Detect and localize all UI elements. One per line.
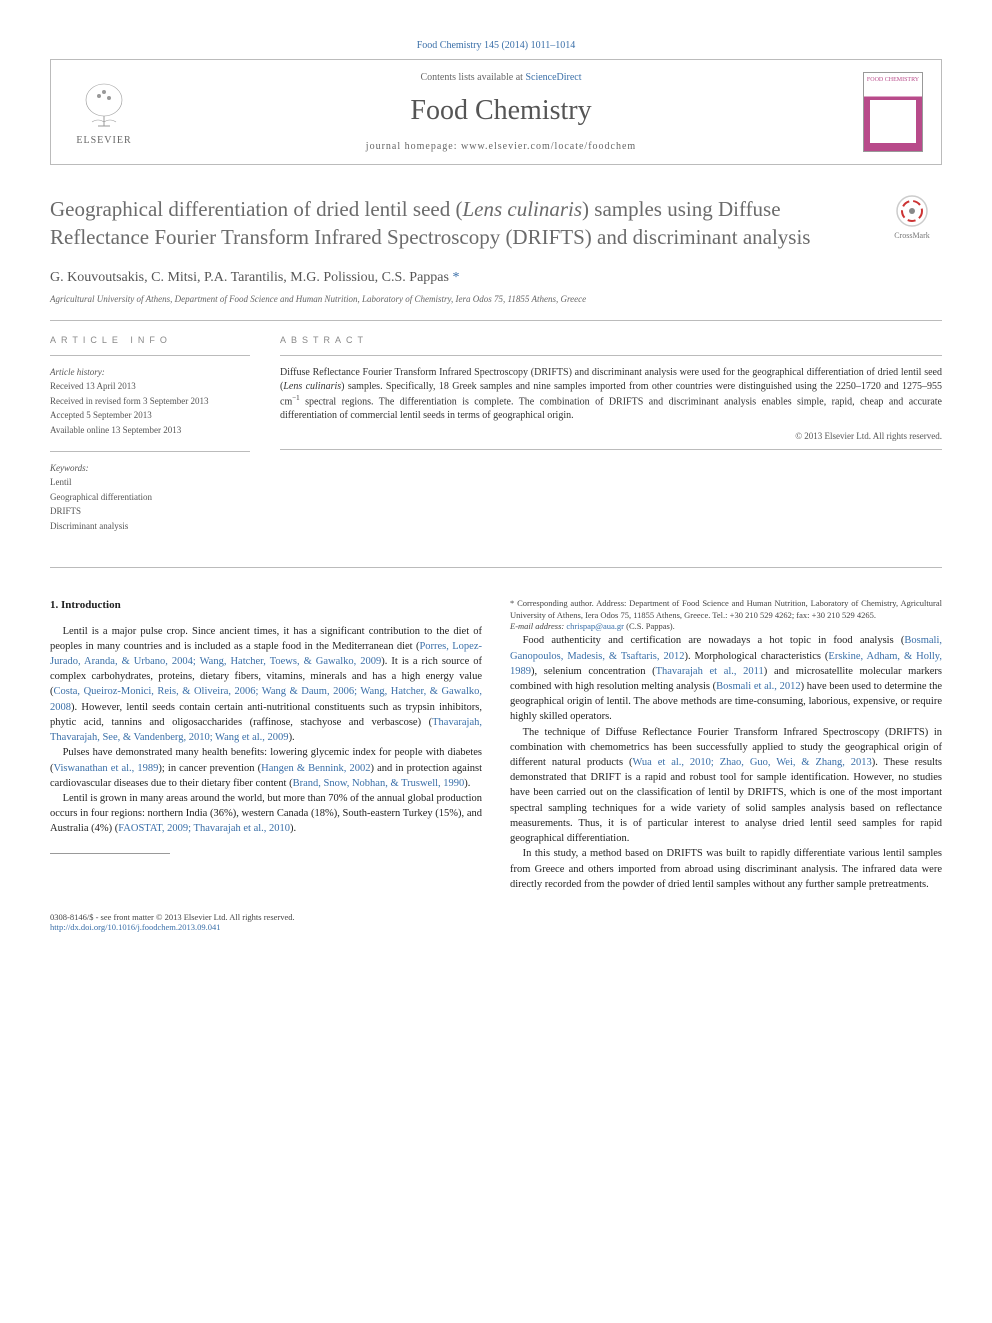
footer: 0308-8146/$ - see front matter © 2013 El… <box>50 912 942 932</box>
sciencedirect-link[interactable]: ScienceDirect <box>525 72 581 83</box>
article-info-column: ARTICLE INFO Article history: Received 1… <box>50 335 250 547</box>
footnotes: * Corresponding author. Address: Departm… <box>510 598 942 634</box>
body-paragraph: In this study, a method based on DRIFTS … <box>510 846 942 892</box>
doi-link[interactable]: http://dx.doi.org/10.1016/j.foodchem.201… <box>50 922 221 932</box>
elsevier-logo: ELSEVIER <box>69 72 139 152</box>
body-paragraph: The technique of Diffuse Reflectance Fou… <box>510 725 942 847</box>
divider <box>280 355 942 356</box>
elsevier-label: ELSEVIER <box>76 135 131 146</box>
citation-header: Food Chemistry 145 (2014) 1011–1014 <box>50 40 942 51</box>
keyword-item: Discriminant analysis <box>50 520 250 533</box>
section-heading: 1. Introduction <box>50 598 482 614</box>
citation-link[interactable]: Bosmali et al., 2012 <box>716 681 800 692</box>
contents-prefix: Contents lists available at <box>420 72 525 83</box>
journal-cover-thumbnail: FOOD CHEMISTRY <box>863 72 923 152</box>
divider <box>50 567 942 568</box>
body-paragraph: Pulses have demonstrated many health ben… <box>50 745 482 791</box>
citation-link[interactable]: Brand, Snow, Nobhan, & Truswell, 1990 <box>293 778 465 789</box>
homepage-prefix: journal homepage: <box>366 141 461 152</box>
cover-text: FOOD CHEMISTRY <box>867 77 919 83</box>
abstract-text: Diffuse Reflectance Fourier Transform In… <box>280 366 942 423</box>
article-info-heading: ARTICLE INFO <box>50 335 250 345</box>
history-item: Accepted 5 September 2013 <box>50 409 250 422</box>
email-footnote: E-mail address: chrispap@aua.gr (C.S. Pa… <box>510 621 942 633</box>
history-item: Received 13 April 2013 <box>50 380 250 393</box>
body-text: 1. Introduction Lentil is a major pulse … <box>50 598 942 892</box>
abstract-heading: ABSTRACT <box>280 335 942 345</box>
corresponding-footnote: * Corresponding author. Address: Departm… <box>510 598 942 622</box>
body-paragraph: Lentil is grown in many areas around the… <box>50 791 482 837</box>
history-label: Article history: <box>50 366 250 379</box>
divider <box>280 449 942 450</box>
journal-name: Food Chemistry <box>139 95 863 127</box>
abstract-column: ABSTRACT Diffuse Reflectance Fourier Tra… <box>280 335 942 547</box>
footnote-separator <box>50 853 170 854</box>
body-paragraph: Lentil is a major pulse crop. Since anci… <box>50 624 482 746</box>
citation-link[interactable]: Hangen & Bennink, 2002 <box>261 763 370 774</box>
authors-line: G. Kouvoutsakis, C. Mitsi, P.A. Tarantil… <box>50 270 942 286</box>
history-item: Available online 13 September 2013 <box>50 424 250 437</box>
history-item: Received in revised form 3 September 201… <box>50 395 250 408</box>
keyword-item: DRIFTS <box>50 505 250 518</box>
keyword-item: Lentil <box>50 476 250 489</box>
affiliation: Agricultural University of Athens, Depar… <box>50 294 942 304</box>
citation-link[interactable]: Thavarajah et al., 2011 <box>656 666 764 677</box>
divider <box>50 451 250 452</box>
abstract-copyright: © 2013 Elsevier Ltd. All rights reserved… <box>280 431 942 441</box>
authors-names: G. Kouvoutsakis, C. Mitsi, P.A. Tarantil… <box>50 270 449 285</box>
body-paragraph: Food authenticity and certification are … <box>510 633 942 724</box>
crossmark-label: CrossMark <box>882 231 942 240</box>
homepage-line: journal homepage: www.elsevier.com/locat… <box>139 141 863 152</box>
divider <box>50 355 250 356</box>
citation-link[interactable]: Wua et al., 2010; Zhao, Guo, Wei, & Zhan… <box>632 757 871 768</box>
keywords-label: Keywords: <box>50 462 250 475</box>
corresponding-marker[interactable]: * <box>452 270 459 285</box>
crossmark-badge[interactable]: CrossMark <box>882 195 942 240</box>
citation-link[interactable]: FAOSTAT, 2009; Thavarajah et al., 2010 <box>118 823 290 834</box>
keyword-item: Geographical differentiation <box>50 491 250 504</box>
elsevier-tree-icon <box>74 78 134 133</box>
citation-link[interactable]: Viswanathan et al., 1989 <box>54 763 159 774</box>
article-title: Geographical differentiation of dried le… <box>50 195 862 252</box>
footer-copyright: 0308-8146/$ - see front matter © 2013 El… <box>50 912 942 922</box>
contents-line: Contents lists available at ScienceDirec… <box>139 72 863 83</box>
email-link[interactable]: chrispap@aua.gr <box>566 621 624 631</box>
homepage-url[interactable]: www.elsevier.com/locate/foodchem <box>461 141 636 152</box>
journal-header-box: ELSEVIER Contents lists available at Sci… <box>50 59 942 165</box>
crossmark-icon <box>896 195 928 227</box>
